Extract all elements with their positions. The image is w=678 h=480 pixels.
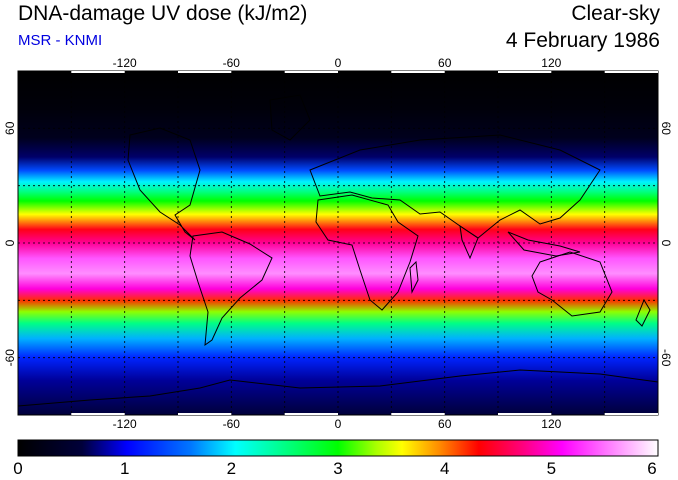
eurasia-outline xyxy=(309,134,601,239)
antarctica-outline xyxy=(18,369,658,407)
lon-tick-bottom-120: 120 xyxy=(541,417,561,431)
colorbar-label-5: 5 xyxy=(546,459,557,478)
lat-tick-right-0: 0 xyxy=(659,240,673,247)
colorbar-label-0: 0 xyxy=(13,459,23,478)
lon-tick-top-minus120: -120 xyxy=(113,56,137,70)
source-label: MSR - KNMI xyxy=(18,32,103,49)
colorbar-label-4: 4 xyxy=(439,459,450,478)
colorbar-label-2: 2 xyxy=(226,459,237,478)
north-america-outline xyxy=(127,127,201,241)
indonesia-outline xyxy=(507,231,581,257)
lon-tick-bottom-minus120: -120 xyxy=(113,417,137,431)
colorbar-label-3: 3 xyxy=(333,459,343,478)
india-outline xyxy=(459,224,479,260)
lon-tick-bottom-60: 60 xyxy=(438,417,452,431)
lat-tick-left-minus60: -60 xyxy=(3,349,17,367)
lat-tick-left-60: 60 xyxy=(3,121,17,135)
africa-outline xyxy=(315,194,419,311)
sky-condition-label: Clear-sky xyxy=(571,2,660,25)
coastlines xyxy=(18,94,658,407)
lon-tick-bottom-minus60: -60 xyxy=(223,417,241,431)
lon-tick-top-minus60: -60 xyxy=(223,56,241,70)
madagascar-outline xyxy=(409,260,419,294)
colorbar-label-6: 6 xyxy=(647,459,657,478)
greenland-outline xyxy=(269,94,311,141)
south-america-outline xyxy=(189,231,273,347)
new-zealand-outline xyxy=(635,298,651,327)
lat-tick-right-60: 60 xyxy=(659,122,673,136)
lat-tick-right-minus60: -60 xyxy=(659,349,673,367)
lon-tick-top-120: 120 xyxy=(541,56,561,70)
australia-outline xyxy=(531,251,613,317)
date-label: 4 February 1986 xyxy=(505,29,660,52)
lon-tick-bottom-0: 0 xyxy=(335,417,342,431)
lon-tick-top-60: 60 xyxy=(438,56,452,70)
colorbar xyxy=(17,439,659,457)
lat-tick-left-0: 0 xyxy=(3,239,17,246)
map-title: DNA-damage UV dose (kJ/m2) xyxy=(18,2,308,25)
colorbar-label-1: 1 xyxy=(119,459,130,478)
frame-ticks xyxy=(71,71,658,415)
graticule xyxy=(18,71,658,415)
lon-tick-top-0: 0 xyxy=(335,56,342,70)
